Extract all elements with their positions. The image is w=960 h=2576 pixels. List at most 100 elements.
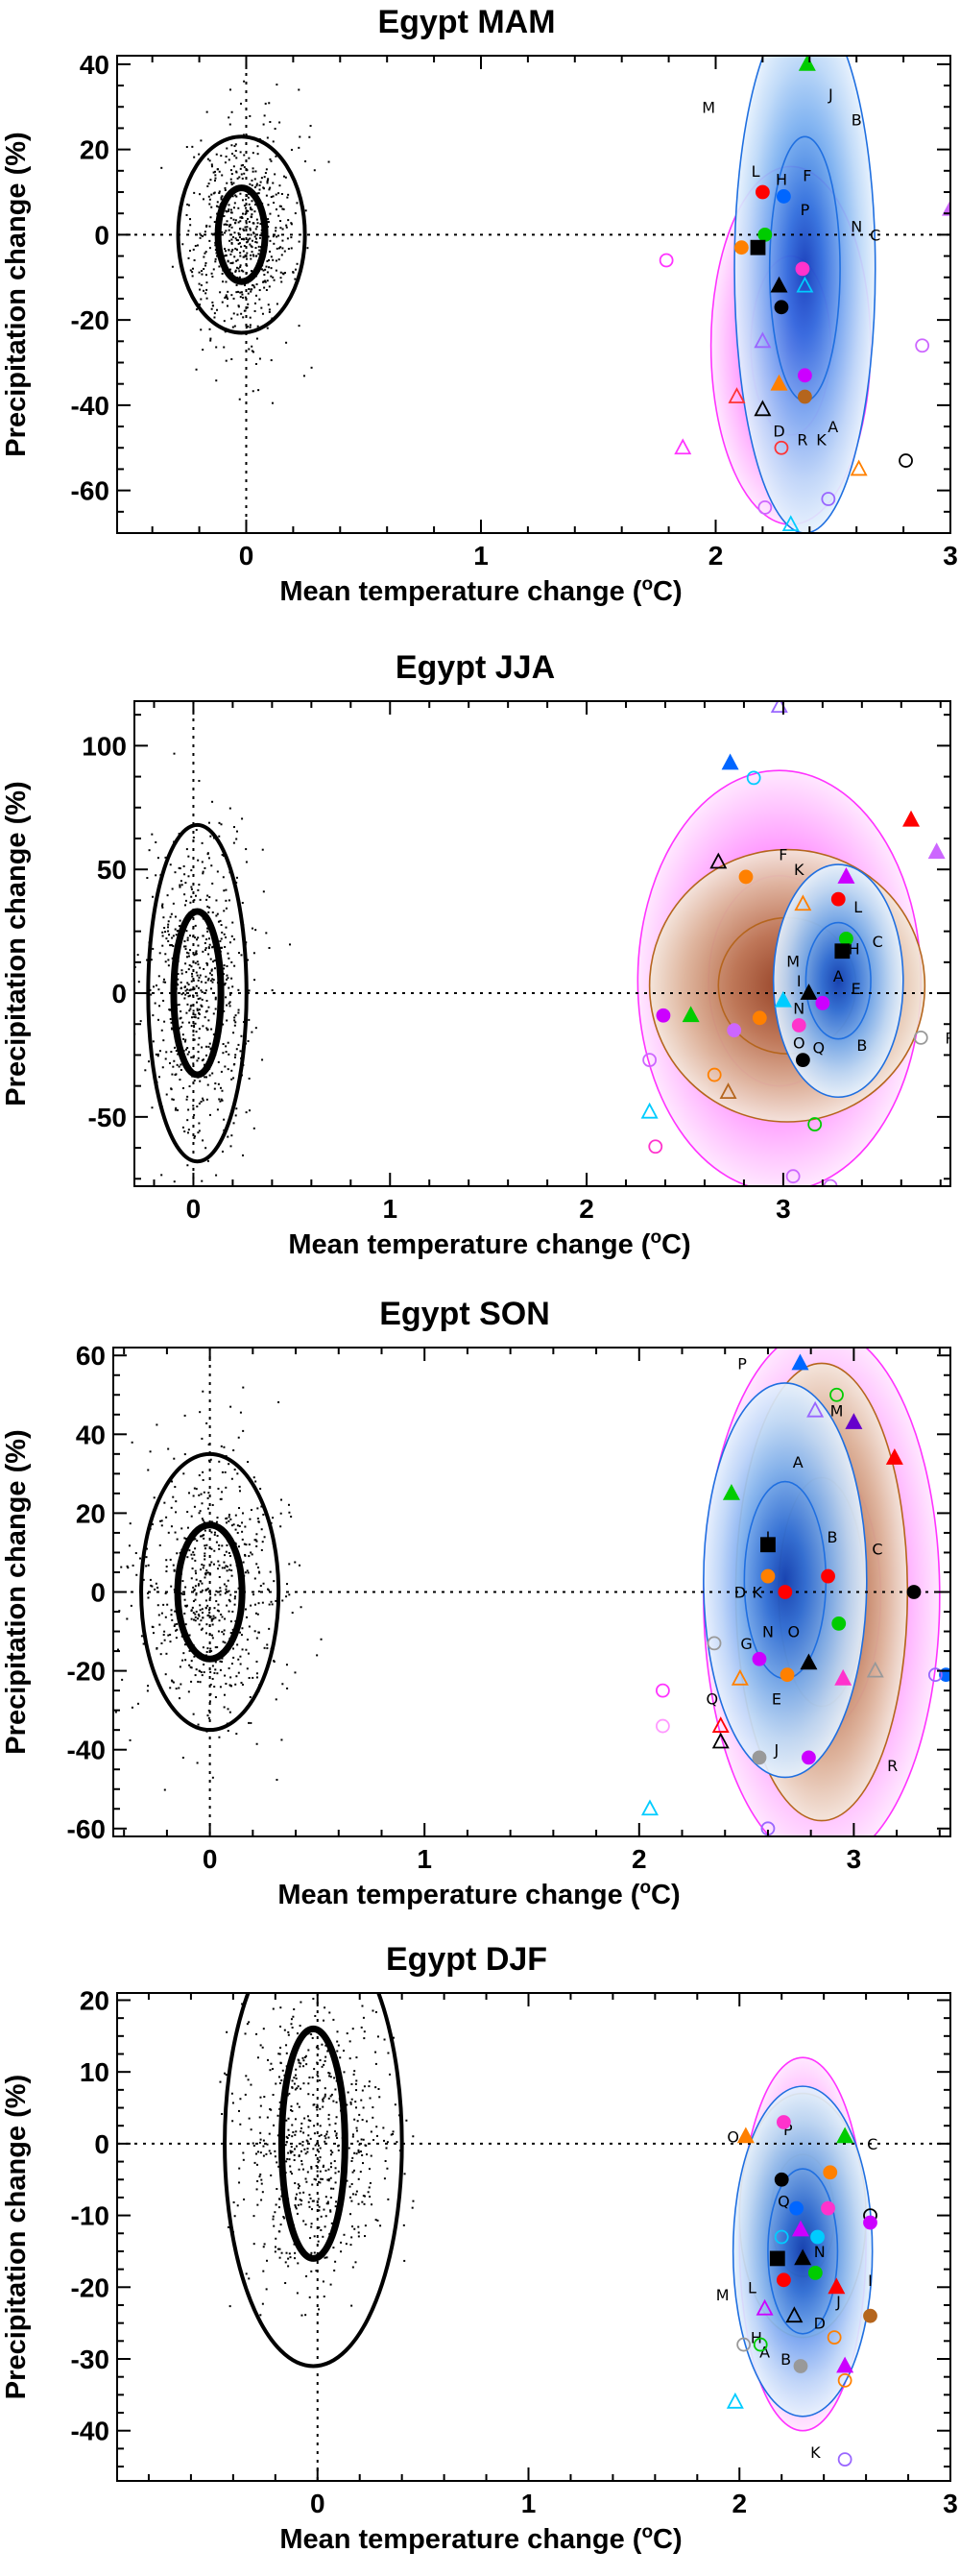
control-dot xyxy=(232,1032,235,1034)
control-dot xyxy=(176,1063,179,1066)
control-dot xyxy=(189,901,192,904)
control-dot xyxy=(205,1650,208,1653)
control-dot xyxy=(296,262,299,265)
control-dot xyxy=(227,298,229,301)
control-dot xyxy=(185,951,188,954)
control-dot xyxy=(211,276,214,279)
control-dot xyxy=(297,2262,300,2265)
control-dot xyxy=(278,2256,281,2259)
control-dot xyxy=(287,1503,290,1506)
model-marker-triangle xyxy=(836,2126,854,2144)
control-dot xyxy=(287,2151,290,2154)
control-dot xyxy=(322,2105,324,2108)
control-dot xyxy=(285,226,288,229)
control-dot xyxy=(156,1604,159,1607)
control-dot xyxy=(174,928,177,931)
control-dot xyxy=(217,206,220,208)
model-marker-circle xyxy=(752,1651,767,1666)
control-dot xyxy=(288,1563,291,1566)
control-dot xyxy=(287,2117,290,2120)
control-dot xyxy=(303,2117,306,2120)
control-dot xyxy=(192,1062,195,1065)
control-dot xyxy=(229,1620,232,1623)
control-dot xyxy=(158,1543,161,1546)
control-dot xyxy=(299,135,301,138)
control-dot xyxy=(151,1106,154,1109)
model-marker-circle xyxy=(798,389,812,404)
control-dot xyxy=(372,1981,373,1982)
control-dot xyxy=(298,2185,300,2188)
control-dot xyxy=(221,301,224,304)
control-dot xyxy=(228,1711,231,1713)
control-dot xyxy=(161,931,164,934)
control-dot xyxy=(237,1043,240,1046)
control-dot xyxy=(240,291,243,294)
control-dot xyxy=(213,180,216,182)
model-marker-circle xyxy=(837,2452,852,2467)
control-dot xyxy=(214,1081,217,1084)
control-dot xyxy=(213,312,216,315)
control-dot xyxy=(183,1612,186,1615)
control-dot xyxy=(244,226,247,229)
control-dot xyxy=(211,911,214,913)
control-dot xyxy=(350,2199,353,2202)
y-tick-label: -20 xyxy=(71,305,109,335)
control-dot xyxy=(207,911,210,913)
control-dot xyxy=(180,972,183,975)
control-dot xyxy=(336,2040,339,2043)
control-dot xyxy=(223,1693,226,1696)
control-dot xyxy=(285,2251,288,2254)
control-dot xyxy=(286,196,289,199)
model-letter: H xyxy=(849,940,860,959)
y-tick-label: -60 xyxy=(71,476,109,506)
y-tick-label: -60 xyxy=(67,1814,106,1844)
control-dot xyxy=(247,959,250,961)
control-dot xyxy=(207,1716,210,1719)
model-marker-circle xyxy=(821,492,836,506)
control-dot xyxy=(234,247,237,250)
model-marker-circle xyxy=(777,2115,791,2129)
control-dot xyxy=(237,207,240,209)
control-dot xyxy=(374,2086,377,2089)
control-dot xyxy=(215,205,218,207)
control-dot xyxy=(276,84,278,86)
control-dot xyxy=(241,1683,244,1686)
control-dot xyxy=(175,1050,178,1053)
control-dot xyxy=(278,121,281,124)
control-dot xyxy=(232,1656,235,1659)
control-dot xyxy=(238,242,241,245)
control-dot xyxy=(313,2125,316,2127)
control-dot xyxy=(374,2010,377,2013)
control-dot xyxy=(231,326,234,328)
control-dot xyxy=(200,1568,203,1571)
control-dot xyxy=(258,188,261,191)
control-dot xyxy=(224,984,227,986)
control-dot xyxy=(285,1664,288,1666)
control-dot xyxy=(185,848,188,851)
control-dot xyxy=(208,159,211,162)
control-dot xyxy=(378,2096,381,2099)
control-dot xyxy=(154,1588,156,1591)
control-dot xyxy=(251,200,253,203)
control-dot xyxy=(213,1686,216,1689)
control-dot xyxy=(348,2057,351,2060)
control-dot xyxy=(256,2056,259,2059)
control-dot xyxy=(244,2093,247,2096)
control-dot xyxy=(206,158,209,160)
control-dot xyxy=(273,2224,276,2227)
control-dot xyxy=(195,938,198,941)
control-dot xyxy=(310,2166,313,2169)
control-dot xyxy=(228,88,231,91)
control-dot xyxy=(335,2132,338,2135)
control-dot xyxy=(304,2054,307,2057)
control-dot xyxy=(272,2218,275,2221)
control-dot xyxy=(193,1038,196,1041)
control-dot xyxy=(224,2072,227,2075)
control-dot xyxy=(318,2135,321,2138)
control-dot xyxy=(170,1021,173,1024)
y-tick-label: -20 xyxy=(67,1657,106,1687)
control-dot xyxy=(304,2152,307,2155)
control-dot xyxy=(226,296,228,299)
control-dot xyxy=(240,164,243,167)
control-dot xyxy=(323,2295,325,2297)
